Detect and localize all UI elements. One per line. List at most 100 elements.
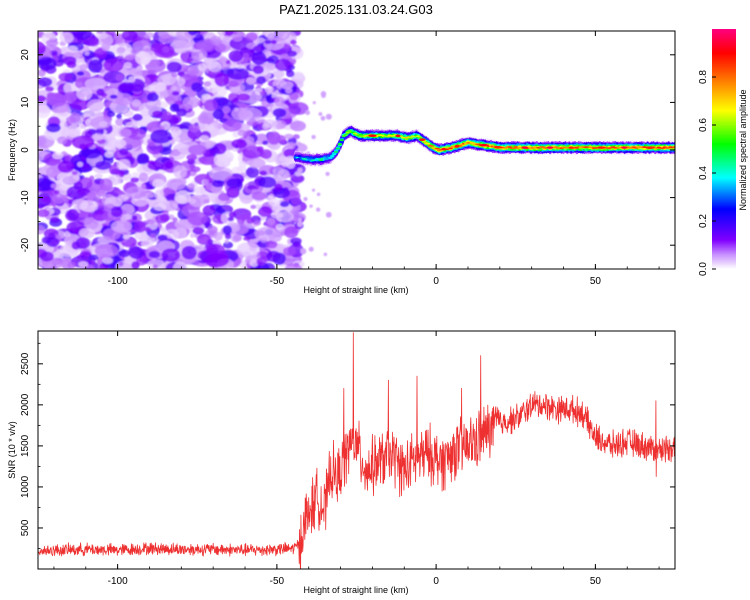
noise-blob [228,50,244,62]
noise-blob [66,61,77,69]
noise-blob [119,148,129,156]
noise-blob [232,35,243,42]
track-segment [332,152,337,154]
noise-blob [84,77,107,91]
noise-blob [157,74,177,86]
noise-blob [173,227,187,239]
snr-y-tick-label: 2500 [20,352,31,375]
noise-blob [286,142,296,150]
snr-y-axis: 500 1000 1500 2000 2500 [20,342,675,549]
track-peak [418,138,426,141]
noise-blob [110,138,127,148]
noise-blob [135,51,152,66]
noise-blob [145,59,166,73]
noise-blob [268,198,280,207]
noise-region [38,31,332,269]
noise-blob [150,129,172,144]
noise-blob [289,120,306,132]
noise-blob [96,31,104,34]
noise-blob [264,86,274,94]
noise-blob [172,35,194,49]
colorbar: 0.0 0.2 0.4 0.6 0.8 Normalized spectral ampl… [698,29,748,276]
noise-blob [79,177,93,189]
noise-speck [308,246,314,252]
noise-speck [312,101,316,105]
noise-blob [207,225,218,234]
noise-blob [186,154,198,161]
noise-blob [117,83,131,94]
noise-blob [79,64,88,71]
track-segment [425,142,431,145]
colorbar-label: Normalized spectral amplitude [738,89,748,210]
noise-blob [98,120,108,128]
noise-blob [152,264,158,269]
noise-blob [151,110,164,118]
spectrogram-x-tick-label: -100 [108,276,128,287]
noise-blob [188,144,207,156]
noise-blob [38,209,50,218]
noise-blob [289,92,299,101]
noise-blob [242,52,250,59]
track-peak [546,146,554,149]
noise-blob [266,250,281,262]
noise-blob [72,31,92,40]
noise-blob [284,226,299,239]
noise-blob [232,130,240,138]
noise-blob [148,250,161,259]
spectrogram-y-tick-label: 10 [20,96,31,108]
snr-x-tick-label: -50 [270,576,285,587]
noise-blob [146,218,156,225]
noise-blob [79,199,99,213]
snr-y-label: SNR (10 * v/v) [7,421,17,479]
noise-blob [190,233,195,238]
noise-blob [45,39,59,47]
noise-blob [161,111,173,121]
spectrogram-y-axis: -20 -10 0 10 20 [20,30,675,270]
noise-blob [147,161,164,171]
noise-blob [222,106,231,114]
noise-blob [245,76,256,85]
noise-speck [316,207,321,212]
noise-blob [266,218,276,226]
noise-blob [101,42,111,51]
noise-blob [153,44,175,58]
noise-blob [245,166,259,179]
noise-blob [254,203,262,210]
noise-blob [247,184,256,190]
noise-blob [275,176,284,182]
noise-blob [236,242,260,256]
noise-blob [143,31,154,39]
colorbar-ticks: 0.0 0.2 0.4 0.6 0.8 [698,70,716,276]
track-segment [448,147,453,150]
noise-blob [57,160,75,173]
noise-blob [51,193,66,204]
noise-blob [123,62,133,69]
noise-blob [187,57,193,62]
noise-blob [46,168,53,175]
noise-blob [224,31,234,36]
noise-blob [253,45,265,53]
noise-blob [128,67,143,78]
track-segment [335,147,341,150]
noise-blob [195,39,214,52]
noise-blob [49,216,60,223]
noise-blob [188,198,197,204]
noise-blob [146,92,159,102]
noise-blob [159,214,170,222]
spectrogram-x-tick-label: 0 [433,276,439,287]
noise-blob [243,236,251,241]
noise-blob [258,176,277,188]
noise-blob [225,59,231,65]
noise-blob [71,170,78,176]
track-segment [511,147,517,150]
noise-blob [283,246,297,257]
noise-speck [321,93,326,98]
noise-blob [132,113,143,121]
noise-blob [208,166,233,181]
noise-speck [309,204,313,208]
noise-blob [41,195,51,203]
noise-speck [325,113,332,120]
noise-blob [201,94,212,100]
noise-blob [199,135,210,143]
